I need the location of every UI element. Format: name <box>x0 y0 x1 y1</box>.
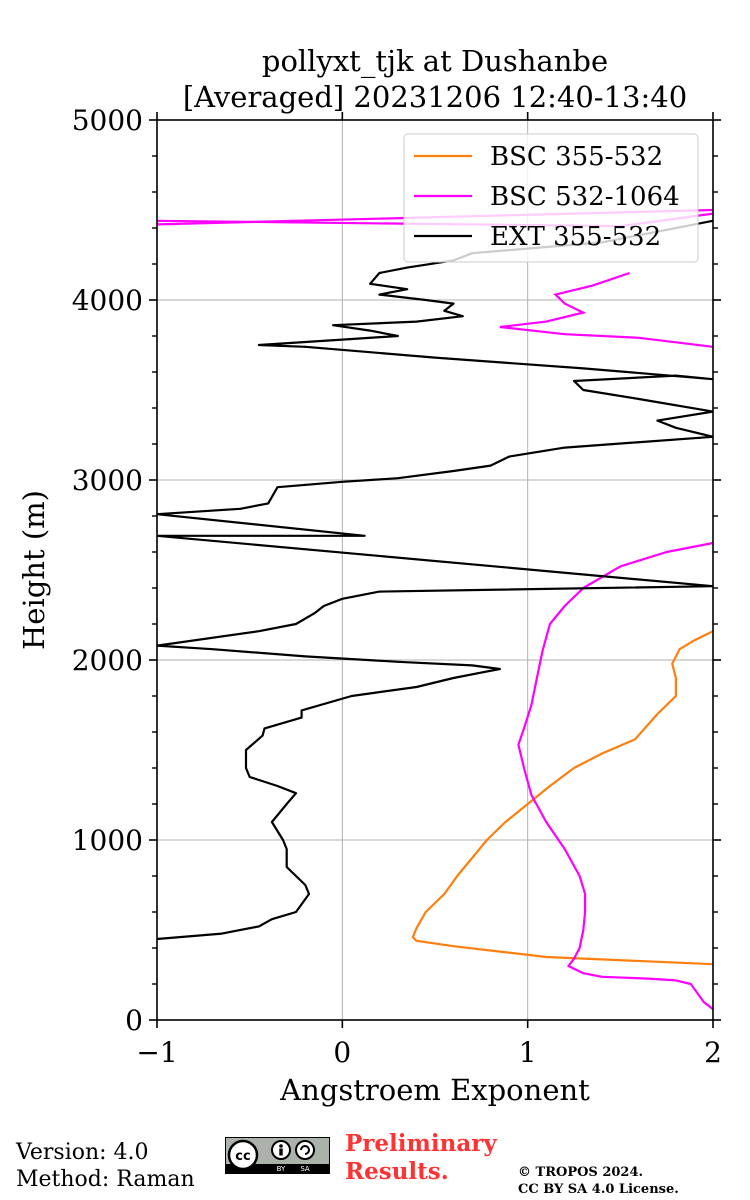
series-line-0 <box>411 630 713 966</box>
cc-by-sa-license-logo: cc BY SA <box>225 1137 330 1174</box>
x-axis-label: Angstroem Exponent <box>279 1073 590 1107</box>
by-label: BY <box>277 1165 286 1173</box>
y-axis-label: Height (m) <box>17 490 51 650</box>
cc-logo-text: cc <box>235 1149 250 1164</box>
x-tick-label: 0 <box>333 1036 351 1069</box>
plot-frame <box>156 119 714 1021</box>
preliminary-results-notice: Preliminary Results. <box>345 1130 497 1186</box>
legend-label-1: BSC 532-1064 <box>490 182 680 212</box>
preliminary-line1: Preliminary <box>345 1130 497 1157</box>
y-tick-label: 2000 <box>72 644 143 677</box>
copyright-line2: CC BY SA 4.0 License. <box>518 1182 679 1197</box>
copyright-line1: © TROPOS 2024. <box>518 1165 644 1180</box>
chart-title-line2: [Averaged] 20231206 12:40-13:40 <box>182 80 688 114</box>
series-line-1 <box>517 541 713 1011</box>
legend-label-0: BSC 355-532 <box>490 142 663 172</box>
version-label: Version: 4.0 <box>16 1140 149 1165</box>
y-tick-label: 1000 <box>72 824 143 857</box>
x-tick-label: 2 <box>704 1036 722 1069</box>
legend-label-2: EXT 355-532 <box>490 222 661 252</box>
series-line-2 <box>157 219 713 941</box>
x-tick-label: −1 <box>136 1036 177 1069</box>
legend-box <box>403 133 699 263</box>
y-tick-label: 4000 <box>72 284 143 317</box>
y-tick-label: 5000 <box>72 104 143 137</box>
preliminary-line2: Results. <box>345 1158 449 1185</box>
series-line-1-upper <box>499 271 713 348</box>
chart-title-line1: pollyxt_tjk at Dushanbe <box>261 44 609 78</box>
method-label: Method: Raman <box>16 1167 195 1192</box>
x-tick-label: 1 <box>519 1036 537 1069</box>
y-tick-label: 0 <box>125 1004 143 1037</box>
copyright-notice: © TROPOS 2024. CC BY SA 4.0 License. <box>518 1164 679 1198</box>
y-tick-label: 3000 <box>72 464 143 497</box>
sa-label: SA <box>300 1165 310 1173</box>
